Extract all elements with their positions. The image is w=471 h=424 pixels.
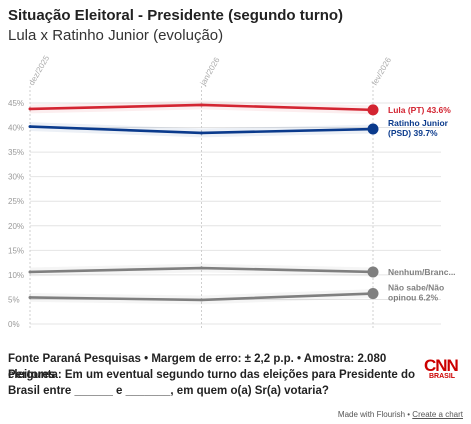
series-band (30, 289, 373, 305)
series-end-label: (PSD) 39.7% (388, 128, 438, 138)
y-tick-label: 45% (8, 99, 24, 108)
series-point (200, 298, 203, 302)
y-tick-label: 35% (8, 148, 24, 157)
series-point (28, 270, 32, 274)
series-band (30, 100, 373, 115)
y-tick-label: 20% (8, 222, 24, 231)
y-tick-label: 5% (8, 295, 20, 304)
logo-brasil-text: BRASIL (429, 373, 456, 380)
flourish-credit: Made with Flourish • Create a chart (338, 410, 463, 419)
y-tick-label: 10% (8, 271, 24, 280)
series-end-label: Nenhum/Branc... (388, 267, 456, 277)
y-tick-label: 30% (8, 173, 24, 182)
series-end-point (367, 123, 379, 135)
y-tick-label: 25% (8, 197, 24, 206)
cnn-brasil-logo: CNN BRASIL (424, 356, 464, 384)
series-end-label: Ratinho Junior (388, 118, 449, 128)
series-point (28, 107, 32, 111)
series-end-point (367, 288, 379, 300)
x-tick-label: jan/2026 (198, 55, 222, 87)
series-end-label: opinou 6.2% (388, 293, 439, 303)
series-point (28, 125, 32, 129)
chart-title: Situação Eleitoral - Presidente (segundo… (8, 7, 344, 24)
create-chart-link[interactable]: Create a chart (412, 410, 463, 419)
series-band (30, 122, 373, 138)
question-note: Pergunta: Em um eventual segundo turno d… (8, 369, 416, 397)
credit-prefix: Made with Flourish • (337, 410, 413, 419)
series-point (200, 266, 203, 270)
series-end-label: Não sabe/Não (388, 283, 444, 293)
series-point (200, 103, 203, 107)
x-tick-label: dez/2025 (27, 54, 52, 87)
x-tick-label: fev/2026 (370, 55, 393, 87)
series-point (200, 131, 203, 135)
y-tick-label: 15% (8, 246, 24, 255)
series-point (28, 295, 32, 299)
source-note: Fonte Paraná Pesquisas • Margem de erro:… (8, 353, 387, 381)
y-tick-label: 40% (8, 124, 24, 133)
series-end-point (367, 104, 379, 116)
logo-cnn-text: CNN (424, 356, 459, 375)
series-end-label: Lula (PT) 43.6% (388, 105, 451, 115)
series-end-point (367, 266, 379, 278)
y-tick-label: 0% (8, 320, 20, 329)
line-chart: 0% 5% 10% 15% 20% 25% 30% 35% 40% 45% dez/2025 jan/… (8, 54, 456, 330)
series-band (30, 263, 373, 277)
chart-subtitle: Lula x Ratinho Junior (evolução) (8, 27, 224, 44)
